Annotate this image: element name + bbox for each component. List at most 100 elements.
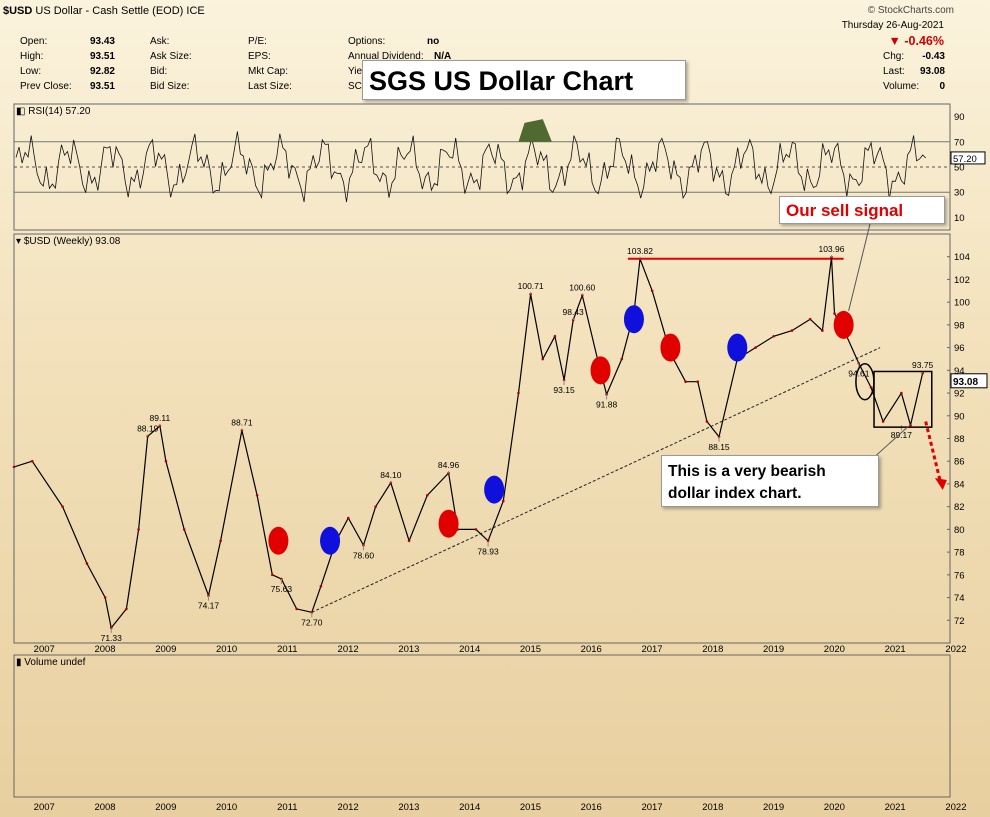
sell-signal-marker	[438, 509, 459, 538]
price-annotation: 103.82	[627, 246, 653, 256]
price-point	[319, 584, 323, 588]
price-annotation: 78.93	[477, 547, 499, 557]
price-point	[754, 346, 757, 349]
prev-close-label: Prev Close:	[20, 81, 72, 92]
price-annotation: 78.60	[353, 550, 375, 560]
last-price-tag	[950, 373, 988, 389]
rsi-tick-label: 90	[954, 112, 965, 123]
ask-size-label: Ask Size:	[150, 51, 192, 62]
price-point	[517, 391, 520, 395]
y-tick-label: 98	[954, 320, 965, 331]
price-annotation: 89.17	[891, 430, 913, 440]
price-point	[146, 435, 150, 438]
x-axis-year-bottom: 2012	[338, 802, 359, 813]
buy-signal-marker	[727, 333, 748, 362]
low-label: Low:	[20, 66, 42, 77]
price-point	[808, 317, 812, 321]
price-label-text: $USD (Weekly) 93.08	[23, 236, 121, 247]
price-annotation: 71.33	[101, 633, 123, 643]
buy-signal-marker	[320, 526, 341, 555]
rsi-tick-label: 70	[954, 137, 965, 148]
exchange: ICE	[186, 5, 205, 17]
mkt-cap-label: Mkt Cap:	[248, 66, 289, 77]
price-point	[182, 528, 186, 531]
price-annotation: 93.75	[912, 360, 934, 370]
watermark: © StockCharts.com	[867, 5, 954, 16]
x-axis-year: 2012	[338, 644, 359, 655]
x-axis-year-bottom: 2009	[155, 802, 176, 813]
price-point	[125, 607, 128, 611]
price-point	[30, 459, 34, 463]
y-tick-label: 76	[954, 570, 965, 581]
pe-label: P/E:	[248, 36, 267, 47]
yield-label-fragment: Yie	[348, 66, 363, 77]
price-point	[407, 539, 411, 543]
last-label: Last:	[883, 66, 905, 77]
breakdown-ellipse	[855, 362, 875, 401]
price-point	[12, 465, 16, 469]
price-annotation: 103.96	[818, 244, 844, 254]
x-axis-year-bottom: 2018	[702, 802, 723, 813]
price-point	[295, 607, 298, 611]
sell-callout-line	[848, 223, 871, 312]
low-value: 92.82	[89, 66, 115, 77]
x-axis-year: 2013	[398, 644, 419, 655]
price-annotation: 94.61	[848, 368, 870, 378]
x-axis-year: 2020	[824, 644, 845, 655]
price-annotation: 88.15	[708, 442, 730, 452]
x-axis-year: 2022	[945, 644, 966, 655]
price-point	[909, 423, 912, 427]
price-annotation: 93.15	[553, 385, 575, 395]
y-tick-label: 100	[954, 298, 970, 309]
y-tick-label: 92	[954, 389, 965, 400]
price-point	[374, 505, 377, 508]
symbol: $USD	[3, 5, 33, 17]
consolidation-box	[873, 370, 933, 428]
price-annotation: 89.11	[150, 413, 171, 423]
volume-value: 0	[939, 81, 945, 92]
price-point	[85, 562, 89, 565]
price-point	[474, 528, 478, 531]
price-point	[881, 420, 885, 423]
rsi-tick-label: 30	[954, 188, 965, 199]
price-point	[346, 516, 350, 520]
x-axis-year-bottom: 2014	[459, 802, 480, 813]
y-tick-label: 84	[954, 479, 965, 490]
x-axis-year-bottom: 2015	[520, 802, 541, 813]
x-axis-year-bottom: 2013	[398, 802, 419, 813]
y-tick-label: 94	[954, 366, 965, 377]
options-value: no	[427, 36, 440, 47]
projection-arrow-line	[924, 421, 943, 485]
ask-label: Ask:	[150, 36, 170, 47]
x-axis-year-bottom: 2011	[277, 802, 297, 813]
price-point	[790, 329, 794, 332]
x-axis-year-bottom: 2021	[885, 802, 906, 813]
price-point	[684, 380, 687, 383]
headline-box: SGS US Dollar Chart	[362, 60, 686, 100]
y-tick-label: 104	[954, 252, 970, 263]
y-tick-label: 74	[954, 593, 965, 604]
bid-label: Bid:	[150, 66, 168, 77]
volume-label: Volume:	[883, 81, 920, 92]
price-point	[389, 481, 393, 485]
price-point	[486, 539, 490, 543]
price-panel-frame	[13, 233, 951, 644]
x-axis-year-bottom: 2019	[763, 802, 784, 813]
x-axis-year-bottom: 2017	[641, 802, 662, 813]
x-axis-year: 2014	[459, 644, 480, 655]
buy-signal-marker	[484, 475, 505, 504]
rsi-value-tag	[950, 151, 986, 165]
sell-signal-marker	[268, 526, 289, 555]
price-label: ▾ $USD (Weekly) 93.08	[16, 236, 120, 247]
trend-line	[311, 347, 881, 613]
options-label: Options:	[348, 36, 386, 47]
x-axis-year-bottom: 2020	[824, 802, 845, 813]
price-annotation: 84.10	[380, 470, 402, 480]
price-point	[271, 573, 274, 577]
price-point	[921, 371, 924, 375]
projection-arrow-head	[934, 477, 947, 490]
symbol-description: US Dollar - Cash Settle (EOD)	[35, 5, 184, 17]
price-point	[553, 334, 557, 338]
